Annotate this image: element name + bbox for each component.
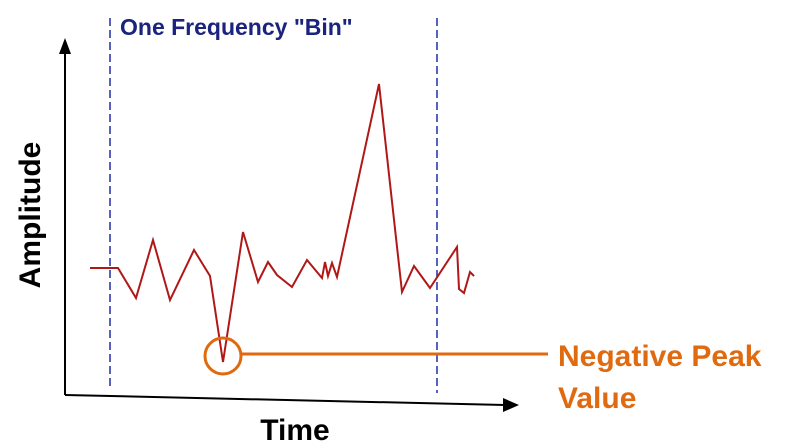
x-axis-arrowhead [503,398,519,412]
x-axis [64,394,506,406]
y-axis-arrowhead [59,38,71,54]
y-axis-label: Amplitude [14,142,47,289]
signal-trace [90,83,475,363]
callout-label-line2: Value [558,382,636,415]
x-axis-label: Time [260,414,329,445]
callout-label-line1: Negative Peak [558,340,762,373]
negative-peak-marker [203,336,243,376]
bin-label: One Frequency "Bin" [120,14,353,40]
